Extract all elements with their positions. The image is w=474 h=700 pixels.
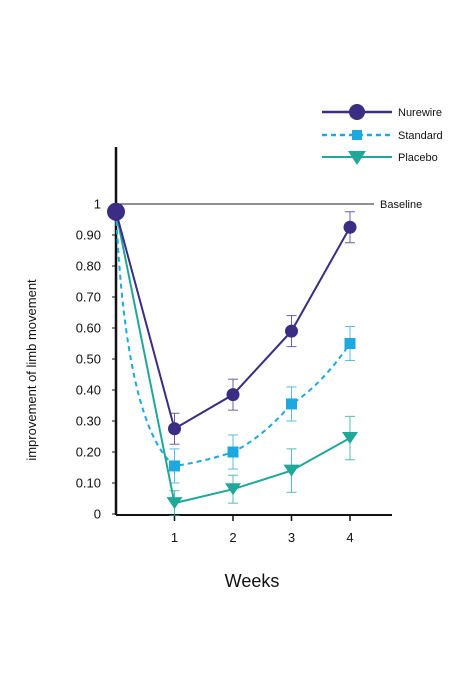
series-nurewire [107,202,357,445]
legend-label-placebo: Placebo [398,152,438,164]
x-tick-label: 4 [346,530,353,545]
data-point-nurewire [226,388,240,402]
legend-label-standard: Standard [398,130,443,142]
data-point-standard [344,338,356,349]
legend-marker-standard [352,130,362,140]
legend-label-nurewire: Nurewire [398,107,442,119]
data-point-placebo [166,497,183,510]
data-point-standard [227,446,239,458]
y-tick-label: 0.50 [76,352,101,367]
series-line-standard [115,211,351,468]
y-tick-label: 0.10 [76,476,101,491]
legend-item-standard: Standard [322,130,443,142]
y-tick-label: 0.90 [76,228,101,243]
x-axis-title: Weeks [225,571,280,591]
data-point-standard [286,398,297,410]
plot-area [107,202,358,517]
y-tick-label: 0.20 [76,445,101,460]
x-ticks: 1 2 3 4 [171,515,354,545]
y-tick-label: 0.80 [76,259,101,274]
legend-marker-nurewire [349,104,365,120]
data-point-nurewire [168,422,181,436]
y-tick-label: 0 [94,507,101,522]
legend-item-nurewire: Nurewire [322,104,442,120]
x-tick-label: 2 [229,530,236,545]
data-point-nurewire [285,324,298,338]
y-tick-label: 0.30 [76,414,101,429]
series-standard [110,205,356,484]
data-point-standard [169,460,180,472]
x-tick-label: 1 [171,530,178,545]
y-tick-label: 1 [94,197,101,212]
data-point-nurewire [107,202,125,221]
data-point-placebo [283,464,300,477]
data-point-placebo [342,432,358,445]
y-tick-label: 0.40 [76,383,101,398]
legend-marker-placebo [348,151,366,165]
legend: Nurewire Standard Placebo [322,104,443,165]
y-tick-label: 0.70 [76,290,101,305]
data-point-nurewire [343,220,357,234]
y-ticks: 0 0.10 0.20 0.30 0.40 0.50 0.60 0.70 0.80 0.90 1 [76,197,116,522]
y-axis-title: improvement of limb movement [24,279,39,461]
baseline-label: Baseline [380,199,422,211]
legend-item-placebo: Placebo [322,151,438,165]
data-point-placebo [225,483,241,496]
x-tick-label: 3 [288,530,295,545]
y-tick-label: 0.60 [76,321,101,336]
